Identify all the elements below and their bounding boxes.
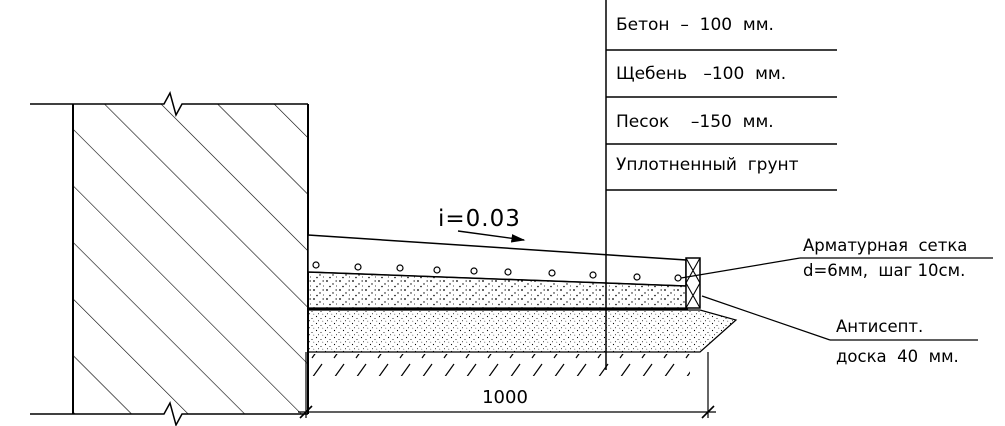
mesh-callout-line1: Арматурная сетка (803, 236, 967, 255)
mesh-callout: Арматурная сетка d=6мм, шаг 10см. (680, 236, 993, 280)
board-callout-line1: Антисепт. (836, 317, 923, 336)
layer-soil-label: Уплотненный грунт (616, 155, 799, 175)
reinforcement-mesh (312, 261, 682, 282)
slope-label: i=0.03 (438, 206, 521, 232)
mesh-callout-line2: d=6мм, шаг 10см. (803, 261, 965, 280)
sand-layer (307, 309, 738, 353)
board-callout: Антисепт. доска 40 мм. (701, 295, 978, 366)
layer-sand-label: Песок –150 мм. (616, 112, 774, 132)
layer-concrete-label: Бетон – 100 мм. (616, 15, 774, 35)
wall-section (30, 91, 309, 426)
layers-table: Бетон – 100 мм. Щебень –100 мм. Песок –1… (605, 0, 837, 370)
antiseptic-board (685, 257, 701, 309)
layer-gravel-label: Щебень –100 мм. (616, 64, 786, 84)
dimension-value: 1000 (482, 387, 528, 408)
board-callout-line2: доска 40 мм. (836, 347, 959, 366)
slope-indicator: i=0.03 (438, 206, 526, 243)
dimension-line: 1000 (298, 352, 716, 419)
compacted-soil (310, 354, 690, 376)
